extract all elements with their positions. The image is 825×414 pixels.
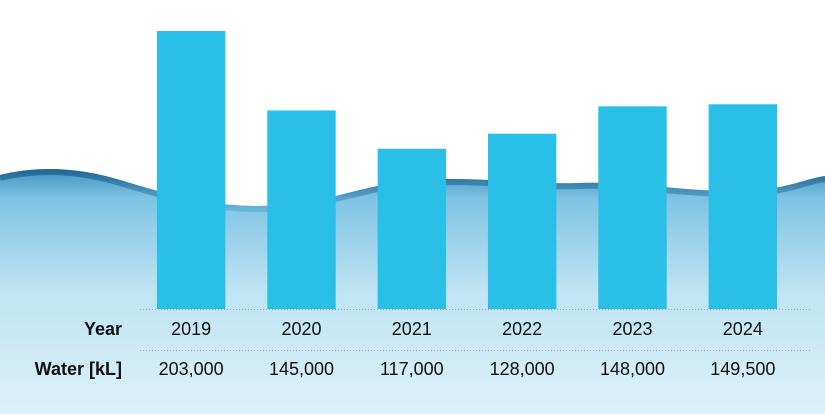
bar: [598, 106, 667, 310]
x-tick-label: 2021: [392, 319, 432, 339]
value-label: 203,000: [159, 359, 224, 379]
bar: [267, 110, 336, 309]
value-label: 117,000: [380, 359, 444, 379]
x-tick-label: 2020: [281, 319, 321, 339]
bar: [487, 133, 557, 309]
x-tick-label: 2023: [612, 319, 652, 339]
value-label: 145,000: [269, 359, 334, 379]
bar: [377, 148, 447, 309]
x-tick-label: 2019: [171, 319, 211, 339]
value-label: 149,500: [710, 359, 775, 379]
value-label: 148,000: [600, 359, 665, 379]
row-title: Year: [84, 319, 122, 339]
bar: [156, 31, 226, 309]
bar: [708, 104, 778, 309]
value-label: 128,000: [490, 359, 555, 379]
x-tick-label: 2022: [502, 319, 542, 339]
x-tick-label: 2024: [723, 319, 763, 339]
row-title: Water [kL]: [35, 359, 122, 379]
